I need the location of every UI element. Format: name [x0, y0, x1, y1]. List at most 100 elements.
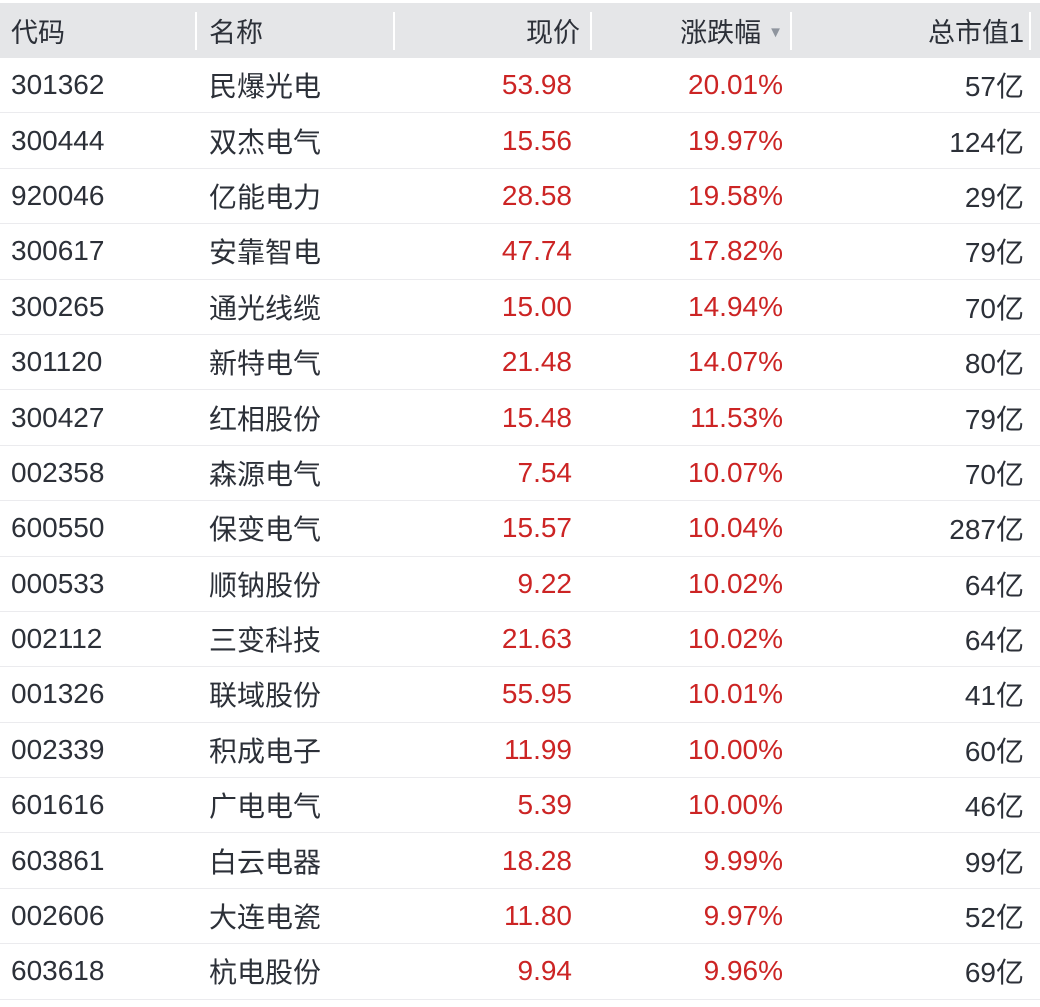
stock-change-percent: 10.01%	[688, 678, 783, 710]
stock-row[interactable]: 920046 亿能电力 28.58 19.58% 29亿	[0, 168, 1040, 225]
stock-change-percent: 19.58%	[688, 179, 783, 211]
stock-code: 603618	[11, 955, 105, 987]
stock-change-percent: 14.94%	[688, 290, 783, 322]
stock-name: 双杰电气	[209, 126, 322, 158]
stock-change-percent: 9.96%	[703, 955, 783, 987]
stock-code: 002339	[11, 733, 105, 765]
stock-market-cap: 287亿	[949, 514, 1024, 546]
stock-row[interactable]: 002606 大连电瓷 11.80 9.97% 52亿	[0, 888, 1040, 945]
stock-name: 积成电子	[209, 735, 322, 767]
stock-change-percent: 10.00%	[688, 789, 783, 821]
stock-code: 301362	[11, 69, 105, 101]
stock-price: 11.80	[504, 900, 572, 932]
stock-code: 002112	[11, 623, 103, 655]
stock-price: 21.48	[501, 346, 572, 378]
stock-code: 002358	[11, 456, 105, 488]
stock-row[interactable]: 300444 双杰电气 15.56 19.97% 124亿	[0, 113, 1040, 169]
column-header-change[interactable]: 涨跌幅 ▼	[592, 3, 792, 58]
stock-row[interactable]: 002339 积成电子 11.99 10.00% 60亿	[0, 722, 1040, 779]
stock-row[interactable]: 601616 广电电气 5.39 10.00% 46亿	[0, 778, 1040, 834]
stock-market-cap: 52亿	[964, 902, 1024, 934]
column-header-name[interactable]: 名称	[197, 3, 395, 58]
stock-market-cap: 64亿	[964, 625, 1024, 657]
stock-code: 000533	[11, 567, 105, 599]
stock-name: 亿能电力	[209, 181, 322, 213]
stock-change-percent: 10.02%	[688, 567, 783, 599]
stock-market-cap: 29亿	[964, 181, 1024, 213]
stock-change-percent: 10.07%	[688, 456, 783, 488]
stock-row[interactable]: 600550 保变电气 15.57 10.04% 287亿	[0, 501, 1040, 557]
column-header-label: 总市值1	[927, 18, 1024, 48]
stock-market-cap: 64亿	[964, 569, 1024, 601]
stock-market-cap: 124亿	[949, 126, 1024, 158]
stock-market-cap: 46亿	[964, 791, 1024, 823]
stock-name: 白云电器	[209, 846, 322, 878]
column-divider	[1029, 12, 1031, 50]
stock-row[interactable]: 002358 森源电气 7.54 10.07% 70亿	[0, 445, 1040, 502]
stock-market-cap: 80亿	[964, 348, 1024, 380]
column-header-label: 名称	[209, 18, 263, 48]
stock-price: 9.22	[517, 567, 573, 599]
stock-change-percent: 10.02%	[688, 623, 783, 655]
stock-market-cap: 99亿	[964, 846, 1024, 878]
column-header-price[interactable]: 现价	[395, 3, 592, 58]
stock-market-cap: 41亿	[964, 680, 1024, 712]
table-header: 代码 名称 现价 涨跌幅 ▼ 总市值1	[0, 3, 1040, 58]
stock-price: 15.56	[501, 124, 572, 156]
stock-row[interactable]: 300265 通光线缆 15.00 14.94% 70亿	[0, 279, 1040, 335]
stock-change-percent: 9.99%	[703, 844, 783, 876]
stock-code: 300617	[11, 235, 105, 267]
stock-name: 大连电瓷	[209, 902, 322, 934]
stock-price: 21.63	[501, 623, 572, 655]
stock-row[interactable]: 301362 民爆光电 53.98 20.01% 57亿	[0, 58, 1040, 114]
column-header-market-cap[interactable]: 总市值1	[792, 3, 1031, 58]
stock-market-cap: 60亿	[964, 735, 1024, 767]
column-divider	[195, 12, 197, 50]
stock-row[interactable]: 001326 联域股份 55.95 10.01% 41亿	[0, 667, 1040, 723]
stock-price: 47.74	[501, 235, 572, 267]
column-divider	[790, 12, 792, 50]
stock-row[interactable]: 603618 杭电股份 9.94 9.96% 69亿	[0, 944, 1040, 1000]
stock-row[interactable]: 000533 顺钠股份 9.22 10.02% 64亿	[0, 556, 1040, 612]
column-header-code[interactable]: 代码	[0, 3, 197, 58]
stock-code: 301120	[11, 346, 103, 378]
stock-market-cap: 69亿	[964, 957, 1024, 989]
stock-row[interactable]: 002112 三变科技 21.63 10.02% 64亿	[0, 611, 1040, 668]
stock-name: 三变科技	[209, 625, 322, 657]
stock-row[interactable]: 300617 安靠智电 47.74 17.82% 79亿	[0, 224, 1040, 280]
stock-row[interactable]: 300427 红相股份 15.48 11.53% 79亿	[0, 390, 1040, 446]
stock-name: 红相股份	[209, 403, 322, 435]
column-header-label: 涨跌幅	[680, 18, 762, 48]
stock-change-percent: 14.07%	[688, 346, 783, 378]
stock-name: 保变电气	[209, 514, 322, 546]
stock-market-cap: 57亿	[964, 71, 1024, 103]
sort-desc-icon: ▼	[768, 24, 783, 41]
stock-change-percent: 11.53%	[690, 401, 783, 433]
stock-name: 杭电股份	[209, 957, 322, 989]
stock-code: 002606	[11, 900, 105, 932]
stock-market-cap: 79亿	[964, 237, 1024, 269]
stock-row[interactable]: 603861 白云电器 18.28 9.99% 99亿	[0, 833, 1040, 889]
stock-code: 600550	[11, 512, 105, 544]
stock-code: 920046	[11, 179, 105, 211]
stock-name: 安靠智电	[209, 237, 322, 269]
stock-code: 601616	[11, 789, 105, 821]
stock-code: 300265	[11, 290, 105, 322]
column-divider	[590, 12, 592, 50]
stock-change-percent: 10.04%	[688, 512, 783, 544]
stock-code: 603861	[11, 844, 105, 876]
stock-change-percent: 20.01%	[688, 69, 783, 101]
stock-code: 001326	[11, 678, 105, 710]
column-header-label: 代码	[11, 18, 65, 48]
stock-list-screen: 代码 名称 现价 涨跌幅 ▼ 总市值1 301362 民爆光电 53.98 20…	[0, 3, 1040, 1007]
stock-row[interactable]: 301120 新特电气 21.48 14.07% 80亿	[0, 334, 1040, 391]
stock-name: 森源电气	[209, 458, 322, 490]
stock-price: 15.57	[501, 512, 572, 544]
stock-name: 顺钠股份	[209, 569, 322, 601]
stock-price: 15.48	[501, 401, 572, 433]
stock-table-body: 301362 民爆光电 53.98 20.01% 57亿 300444 双杰电气…	[0, 58, 1040, 1000]
stock-price: 7.54	[517, 456, 573, 488]
stock-price: 15.00	[501, 290, 572, 322]
stock-change-percent: 19.97%	[688, 124, 783, 156]
stock-market-cap: 70亿	[964, 458, 1024, 490]
